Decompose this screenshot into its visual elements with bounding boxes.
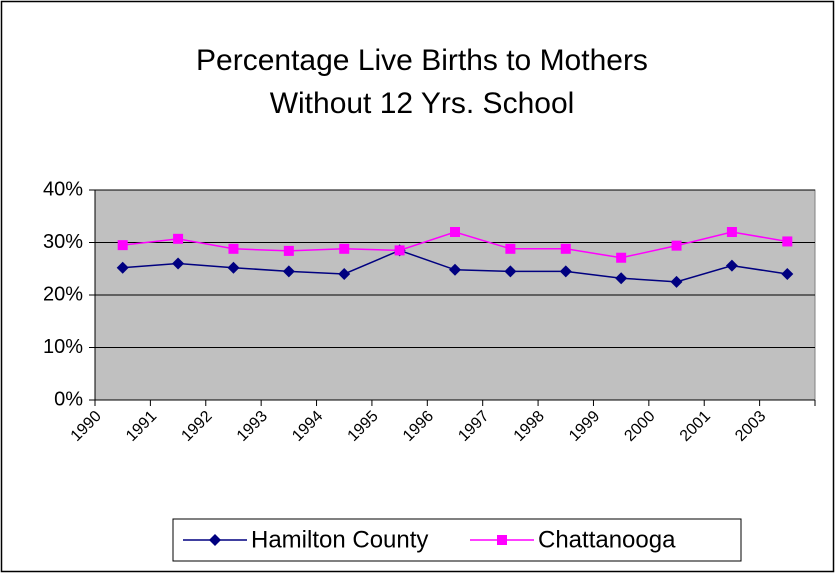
point (172, 257, 185, 270)
legend-label: Hamilton County (251, 526, 428, 553)
point (505, 243, 516, 254)
point (282, 265, 295, 278)
point (616, 252, 627, 263)
chart-title: Without 12 Yrs. School (270, 87, 575, 120)
legend-marker (209, 534, 221, 546)
y-tick-label: 30% (43, 231, 83, 253)
y-tick-label: 0% (54, 388, 83, 410)
point (725, 259, 738, 272)
point (339, 243, 350, 254)
point (504, 265, 517, 278)
point (670, 275, 683, 288)
point (781, 268, 794, 280)
point (116, 261, 129, 274)
y-tick-label: 10% (43, 336, 83, 358)
point (449, 263, 461, 276)
y-tick-label: 40% (43, 178, 83, 200)
legend (172, 518, 742, 562)
chart-title: Percentage Live Births to Mothers (196, 44, 648, 77)
point (450, 227, 460, 237)
point (227, 261, 240, 274)
point (283, 245, 294, 256)
point (394, 245, 405, 256)
point (228, 243, 239, 254)
legend-marker (497, 535, 507, 545)
point (726, 227, 737, 237)
point (559, 265, 572, 278)
legend-label: Chattanooga (538, 526, 676, 553)
point (173, 233, 184, 244)
point (560, 243, 571, 254)
point (782, 236, 793, 247)
point (615, 272, 628, 285)
point (338, 268, 351, 280)
point (671, 240, 682, 251)
point (117, 240, 128, 251)
y-tick-label: 20% (43, 283, 83, 305)
